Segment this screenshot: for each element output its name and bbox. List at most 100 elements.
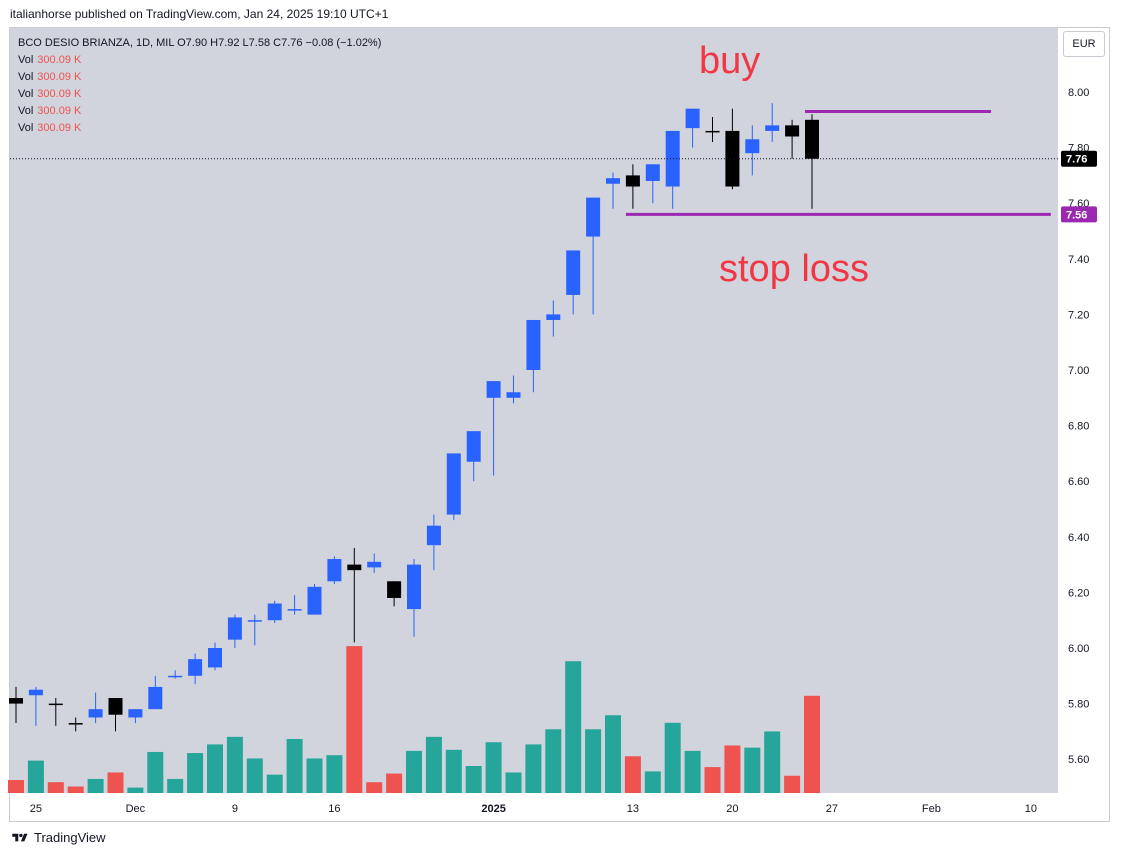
candle-body — [466, 431, 481, 462]
candles — [9, 103, 819, 732]
volume-bar — [565, 661, 582, 793]
candle-body — [68, 723, 83, 725]
time-scale-labels: 25 Dec 9 16 2025 13 20 27 Feb 10 — [30, 803, 1037, 815]
volume-bar — [804, 695, 820, 793]
price-tick-label: 5.60 — [1068, 754, 1089, 766]
vol-row: Vol 300.09 K — [18, 52, 381, 69]
volume-bar — [724, 745, 741, 793]
candle-body — [287, 609, 302, 611]
volume-bar — [246, 758, 263, 793]
footer-brand: TradingView — [34, 830, 106, 845]
candle-body — [188, 659, 203, 676]
candle-body — [745, 139, 760, 154]
price-tick-label: 6.80 — [1068, 421, 1089, 433]
price-tick-label: 6.20 — [1068, 587, 1089, 599]
volume-bar — [87, 778, 104, 793]
volume-bar — [346, 646, 363, 793]
price-tick-label: 6.00 — [1068, 643, 1089, 655]
vol-value: 300.09 K — [37, 71, 82, 83]
candle-body — [9, 698, 23, 704]
time-tick-label: 2025 — [481, 803, 505, 815]
vol-value: 300.09 K — [37, 54, 82, 66]
vol-label: Vol — [18, 71, 34, 83]
vol-row: Vol 300.09 K — [18, 103, 381, 120]
vol-label: Vol — [18, 105, 34, 117]
candle-body — [208, 648, 222, 668]
vol-label: Vol — [18, 122, 34, 134]
candle-body — [48, 703, 63, 706]
candle-body — [446, 453, 461, 515]
price-tick-label: 7.20 — [1068, 309, 1089, 321]
vol-label: Vol — [18, 54, 34, 66]
volume-bar — [425, 736, 442, 793]
candle-body — [168, 675, 183, 678]
candle-body — [506, 392, 521, 398]
candle-body — [685, 108, 700, 129]
candle-body — [247, 620, 262, 622]
vol-value: 300.09 K — [37, 122, 82, 134]
candle-body — [307, 586, 322, 615]
stop-loss-annotation: stop loss — [719, 248, 869, 290]
time-tick-label: 20 — [726, 803, 738, 815]
time-tick-label: 9 — [232, 803, 238, 815]
candle-body — [426, 525, 441, 546]
volume-bar — [545, 729, 562, 793]
candle-body — [28, 689, 43, 696]
candle-body — [566, 250, 581, 295]
plot-area[interactable] — [10, 28, 1058, 793]
time-tick-label: Feb — [922, 803, 941, 815]
volume-bar — [406, 750, 422, 793]
time-tick-label: 10 — [1025, 803, 1037, 815]
volume-bar — [207, 744, 223, 793]
drawing-lines — [10, 109, 1058, 216]
volume-bar — [704, 767, 721, 793]
volume-bar — [27, 760, 44, 793]
candle-body — [645, 164, 660, 181]
volume-bar — [585, 729, 602, 793]
candle-body — [606, 178, 620, 184]
published-by-line: italianhorse published on TradingView.co… — [10, 7, 389, 21]
volume-bar — [505, 772, 522, 793]
price-tick-label: 7.40 — [1068, 254, 1089, 266]
vol-row: Vol 300.09 K — [18, 120, 381, 137]
volume-bar — [465, 766, 482, 793]
candle-body — [526, 319, 541, 370]
candle-body — [88, 709, 103, 718]
time-tick-label: 25 — [30, 803, 42, 815]
time-tick-label: 27 — [826, 803, 838, 815]
candle-body — [805, 119, 819, 159]
volume-bar — [386, 773, 403, 793]
vol-row: Vol 300.09 K — [18, 86, 381, 103]
candle-body — [367, 561, 382, 568]
time-tick-label: 13 — [627, 803, 639, 815]
volume-bar — [67, 786, 84, 793]
volume-bar — [744, 747, 761, 793]
candle-body — [327, 559, 342, 582]
price-tick-label: 8.00 — [1068, 87, 1089, 99]
time-scale[interactable] — [10, 794, 1058, 821]
volume-bar — [764, 731, 781, 793]
buy-annotation: buy — [699, 40, 761, 82]
candle-body — [227, 617, 242, 640]
time-tick-label: 16 — [328, 803, 340, 815]
candle-body — [785, 125, 800, 137]
volume-bar — [605, 715, 621, 793]
currency-button[interactable]: EUR — [1063, 31, 1105, 57]
price-tick-label: 7.00 — [1068, 365, 1089, 377]
volume-bars — [8, 646, 820, 793]
volume-bar — [485, 742, 502, 793]
volume-bar — [286, 739, 303, 793]
candle-body — [407, 564, 421, 610]
vol-value: 300.09 K — [37, 88, 82, 100]
candle-body — [705, 130, 720, 133]
candle-body — [665, 130, 680, 187]
volume-bar — [366, 782, 383, 793]
candle-body — [108, 698, 123, 715]
stop-loss-price-badge-bg — [1061, 206, 1097, 223]
footer: TradingView — [11, 830, 106, 845]
volume-bar — [684, 750, 701, 793]
candle-body — [128, 709, 143, 718]
candle-body — [387, 581, 402, 598]
volume-bar — [8, 780, 24, 793]
vol-value: 300.09 K — [37, 105, 82, 117]
